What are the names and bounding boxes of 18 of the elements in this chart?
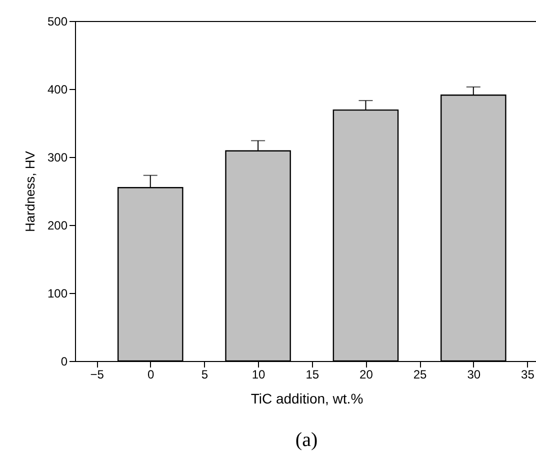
x-tick-label: 5: [201, 368, 208, 382]
x-axis-title: TiC addition, wt.%: [250, 390, 364, 406]
x-tick-label: 0: [148, 368, 155, 382]
x-tick-label: 15: [306, 368, 320, 382]
x-tick-label: 30: [467, 368, 481, 382]
x-tick-label: 10: [252, 368, 266, 382]
y-axis-title: Hardness, HV: [22, 150, 38, 232]
y-tick-label: 400: [47, 82, 68, 96]
y-tick-label: 500: [47, 14, 68, 28]
y-tick-label: 300: [47, 150, 68, 164]
y-tick-label: 0: [60, 354, 68, 368]
y-tick-label: 100: [47, 286, 68, 300]
x-tick-label: 20: [360, 368, 374, 382]
y-tick-label: 200: [47, 218, 68, 232]
x-tick-label: −5: [90, 368, 104, 382]
text: (a): [295, 429, 318, 451]
x-tick-label: 25: [413, 368, 428, 382]
x-tick-label: 35: [521, 368, 535, 382]
